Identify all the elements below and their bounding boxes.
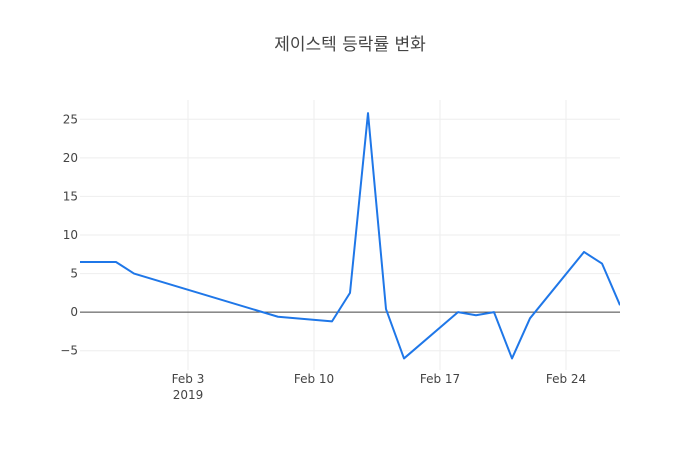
y-tick-label: 0 (70, 305, 78, 319)
y-tick-label: 25 (63, 112, 78, 126)
y-tick-label: 10 (63, 228, 78, 242)
x-tick-label: Feb 3 (172, 372, 205, 386)
x-tick-label: Feb 24 (546, 372, 586, 386)
x-tick-label: Feb 10 (294, 372, 334, 386)
y-tick-label: 15 (63, 189, 78, 203)
x-year-label: 2019 (173, 388, 204, 402)
grid-layer (80, 100, 620, 370)
x-tick-label: Feb 17 (420, 372, 460, 386)
y-tick-label: −5 (60, 344, 78, 358)
y-axis: −5 0 5 10 15 20 25 (60, 112, 78, 357)
x-axis: Feb 3 Feb 10 Feb 17 Feb 24 2019 (172, 372, 587, 402)
chart-title: 제이스텍 등락률 변화 (274, 35, 426, 55)
y-tick-label: 20 (63, 151, 78, 165)
series-line (80, 112, 620, 360)
series-layer (80, 112, 620, 360)
y-tick-label: 5 (70, 267, 78, 281)
